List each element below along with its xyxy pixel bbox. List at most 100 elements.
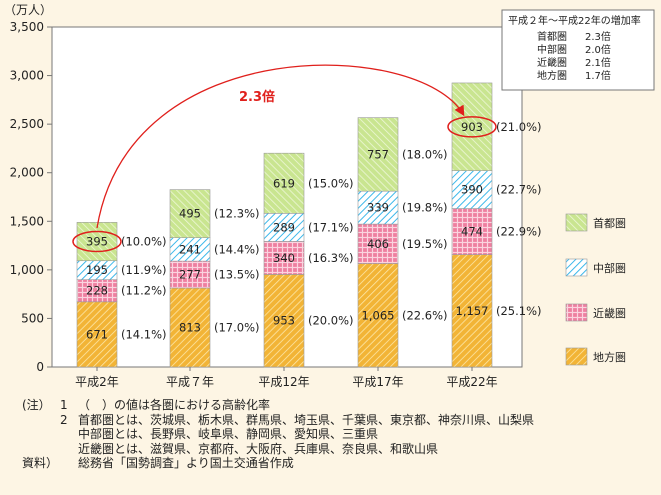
highlight-ellipse [72, 230, 122, 253]
note-2-line3: 近畿圏とは、滋賀県、京都府、大阪府、兵庫県、奈良県、和歌山県 [78, 441, 439, 456]
growth-annotation: 2.3倍 [239, 89, 275, 105]
value-label: 406 [367, 237, 389, 251]
y-tick-label: 3,000 [10, 69, 44, 83]
percent-label: (21.0%) [496, 120, 542, 134]
value-label: 757 [367, 147, 389, 161]
bar-segment-chiho [451, 254, 493, 368]
legend-swatch-chiho [565, 347, 588, 366]
y-tick-label: 2,000 [10, 166, 44, 180]
value-label: 903 [461, 120, 483, 134]
percent-label: (11.2%) [121, 284, 167, 298]
percent-label: (18.0%) [402, 147, 448, 161]
percent-label: (15.0%) [308, 176, 354, 190]
value-label: 1,065 [362, 308, 395, 322]
percent-label: (17.0%) [214, 321, 260, 335]
info-row-value: 2.0倍 [585, 43, 611, 56]
legend-swatch-kinki [565, 303, 588, 322]
percent-label: (17.1%) [308, 220, 354, 234]
y-tick-label: 3,500 [10, 20, 44, 34]
value-label: 195 [86, 263, 108, 277]
x-tick-label: 平成17年 [352, 375, 403, 389]
bar-segment-kinki [263, 241, 305, 275]
legend-label: 地方圏 [593, 350, 626, 364]
percent-label: (22.6%) [402, 308, 448, 322]
value-label: 277 [179, 268, 201, 282]
percent-label: (13.5%) [214, 268, 260, 282]
y-tick-label: 0 [36, 360, 44, 374]
bar-segment-shuto [357, 117, 399, 192]
value-label: 1,157 [456, 304, 489, 318]
bar-segment-shuto [451, 82, 493, 171]
percent-label: (10.0%) [121, 235, 167, 249]
info-row-name: 中部圏 [537, 43, 567, 56]
info-row-value: 2.3倍 [585, 30, 611, 43]
percent-label: (12.3%) [214, 207, 260, 221]
info-box-title: 平成２年～平成22年の増加率 [508, 14, 641, 27]
y-axis: 0 500 1,000 1,500 2,000 2,500 3,000 3,500 [10, 20, 52, 374]
value-label: 671 [86, 327, 108, 341]
percent-label: (14.4%) [214, 242, 260, 256]
note-2: 2 首都圏とは、茨城県、栃木県、群馬県、埼玉県、千葉県、東京都、神奈川県、山梨県 [60, 412, 535, 427]
x-tick-label: 平成2年 [75, 375, 119, 389]
percent-label: (25.1%) [496, 304, 542, 318]
bar-segment-kinki [357, 223, 399, 264]
percent-label: (16.3%) [308, 251, 354, 265]
growth-arrow [96, 64, 465, 229]
highlight-ellipse [447, 116, 497, 138]
chart: （万人） 05001,0001,5002,0002,5003,0003,500 … [4, 3, 655, 389]
value-label: 813 [179, 321, 201, 335]
note-1: (注） 1 （ ）の値は各圏における高齢化率 [22, 398, 271, 412]
percent-label: (22.7%) [496, 183, 542, 197]
bar-segment-chiho [263, 274, 305, 368]
bar-segment-chiho [76, 301, 118, 368]
bar-segment-chiho [169, 287, 211, 368]
legend-label: 中部圏 [593, 261, 626, 275]
legend-swatch-shuto [565, 213, 588, 232]
bar-segment-kinki [169, 260, 211, 289]
x-tick-label: 平成22年 [446, 375, 497, 389]
y-tick-label: 1,500 [10, 214, 44, 228]
bars: 671 (14.1%) 228 (11.2%) 195 (11.9%) 395 (10.0%)… [72, 82, 542, 368]
percent-label: (19.5%) [402, 237, 448, 251]
percent-label: (11.9%) [121, 263, 167, 277]
x-tick-label: 平成12年 [258, 375, 309, 389]
info-row-name: 地方圏 [537, 69, 567, 82]
y-unit-label: （万人） [4, 3, 52, 17]
value-label: 241 [179, 242, 201, 256]
value-label: 228 [86, 284, 108, 298]
legend-swatch-chubu [565, 258, 588, 277]
source-note: 資料） 総務省「国勢調査」より国土交通省作成 [22, 456, 294, 470]
bar-segment-shuto [169, 189, 211, 239]
note-head: (注） [22, 398, 51, 412]
percent-label: (19.8%) [402, 201, 448, 215]
y-tick-label: 500 [21, 311, 44, 325]
info-row-name: 首都圏 [537, 30, 567, 43]
value-label: 395 [86, 235, 108, 249]
value-label: 340 [273, 251, 295, 265]
percent-label: (22.9%) [496, 225, 542, 239]
percent-label: (14.1%) [121, 327, 167, 341]
value-label: 495 [179, 207, 201, 221]
bar-segment-chiho [357, 263, 399, 368]
note-2-line2: 中部圏とは、長野県、岐阜県、静岡県、愛知県、三重県 [78, 427, 379, 441]
info-row-value: 2.1倍 [585, 56, 611, 69]
value-label: 390 [461, 183, 483, 197]
info-row-value: 1.7倍 [585, 69, 611, 82]
info-row-name: 近畿圏 [537, 56, 567, 69]
y-tick-label: 1,000 [10, 263, 44, 277]
value-label: 619 [273, 176, 295, 190]
x-tick-label: 平成７年 [166, 375, 214, 389]
x-axis: 平成2年 平成７年 平成12年 平成17年 平成22年 [75, 367, 498, 389]
footnotes: (注） 1 （ ）の値は各圏における高齢化率 2 首都圏とは、茨城県、栃木県、群馬県、… [22, 398, 534, 471]
bar-segment-shuto [263, 152, 305, 214]
value-label: 339 [367, 201, 389, 215]
value-label: 289 [273, 220, 295, 234]
bar-segment-shuto [76, 222, 118, 262]
percent-label: (20.0%) [308, 314, 354, 328]
y-tick-label: 2,500 [10, 117, 44, 131]
legend-label: 近畿圏 [593, 306, 626, 320]
value-label: 953 [273, 314, 295, 328]
value-label: 474 [461, 225, 483, 239]
